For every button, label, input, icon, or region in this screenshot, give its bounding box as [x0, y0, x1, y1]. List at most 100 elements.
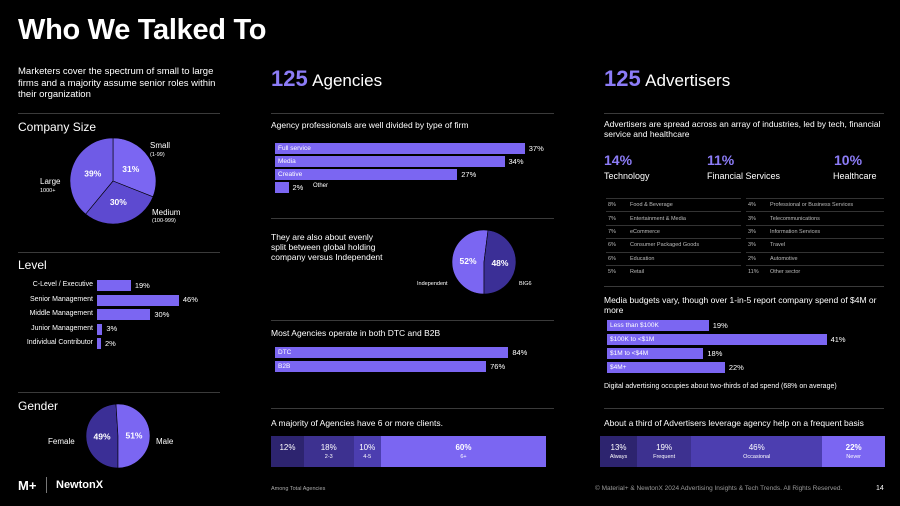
company-size-slice — [70, 138, 114, 215]
table-cell: Education — [628, 251, 741, 266]
table-cell: eCommerce — [628, 224, 741, 239]
table-cell: 8% — [606, 197, 628, 212]
gender-heading: Gender — [18, 399, 59, 413]
budget-category-label: $100K to <$1M — [610, 336, 655, 343]
table-row: 7% Entertainment & Media — [606, 211, 741, 226]
table-cell: Automotive — [768, 251, 884, 266]
clients-category-label: 2-3 — [324, 454, 333, 460]
company-size-heading: Company Size — [18, 120, 97, 134]
budget-bar: $100K to <$1M — [607, 334, 827, 345]
dtc-category-label: B2B — [278, 363, 291, 370]
newtonx-logo: NewtonX — [56, 479, 104, 491]
company-size-slice — [112, 138, 156, 198]
table-row: 2% Automotive — [746, 251, 884, 266]
clients-segment: 60% 6+ — [381, 436, 546, 467]
table-cell: 3% — [746, 211, 768, 226]
clients-segment: 18% 2-3 — [304, 436, 354, 467]
table-row: 5% Retail — [606, 264, 741, 279]
frequency-heading: About a third of Advertisers leverage ag… — [604, 418, 864, 428]
top-industry-1-name: Technology — [604, 171, 650, 181]
budget-bar: Less than $100K — [607, 320, 709, 331]
clients-category-label: 4-5 — [363, 454, 372, 460]
gender-slice — [86, 404, 119, 468]
budget-heading: Media budgets vary, though over 1-in-5 r… — [604, 295, 877, 315]
small-sub: (1-99) — [150, 152, 165, 158]
frequency-category-label: Always — [609, 454, 628, 460]
table-row: 6% Education — [606, 251, 741, 266]
agencies-header: 125 Agencies — [271, 66, 382, 92]
agency-type-bar: Media — [275, 156, 505, 167]
female-label: Female — [48, 437, 75, 446]
level-value-label: 2% — [105, 338, 116, 348]
large-label: Large — [40, 177, 61, 186]
frequency-category-label: Never — [846, 454, 861, 460]
divider — [604, 408, 884, 409]
level-value-label: 3% — [106, 324, 118, 333]
industry-table-left: 8% Food & Beverage 7% Entertainment & Medi… — [606, 197, 741, 279]
agency-type-bar: Creative — [275, 169, 458, 180]
large-sub: 1000+ — [40, 188, 56, 194]
table-cell: 4% — [746, 197, 768, 212]
medium-sub: (100-999) — [152, 218, 176, 224]
table-cell: 6% — [606, 238, 628, 253]
agency-type-category-label: Creative — [278, 171, 303, 178]
small-label: Small — [150, 141, 171, 150]
table-row: 6% Consumer Packaged Goods — [606, 238, 741, 253]
table-row: 4% Professional or Business Services — [746, 197, 884, 212]
clients-value-label: 12% — [279, 443, 296, 452]
top-industry-3-name: Healthcare — [833, 171, 877, 181]
divider — [18, 392, 220, 393]
budget-bar: $4M+ — [607, 362, 725, 373]
agency-type-bar — [275, 182, 289, 193]
table-cell: Entertainment & Media — [628, 211, 741, 226]
medium-label: Medium — [152, 208, 181, 217]
dtc-bar: B2B — [275, 361, 487, 372]
top-industry-1-pct: 14% — [604, 152, 633, 168]
agency-type-value-label: 37% — [528, 143, 544, 153]
table-cell: Consumer Packaged Goods — [628, 238, 741, 253]
frequency-category-label: Frequent — [653, 454, 676, 460]
copyright: © Material+ & NewtonX 2024 Advertising I… — [595, 485, 843, 492]
level-category-label: Middle Management — [29, 310, 93, 317]
level-value-label: 46% — [182, 295, 198, 304]
company-size-label: 39% — [84, 169, 101, 179]
agency-type-value-label: 34% — [508, 156, 524, 166]
table-row: 8% Food & Beverage — [606, 197, 741, 212]
divider — [604, 113, 884, 114]
agencies-footnote: Among Total Agencies — [271, 486, 326, 492]
level-bar — [97, 309, 151, 320]
clients-segment: 10% 4-5 — [353, 436, 381, 467]
table-cell: 7% — [606, 224, 628, 239]
budget-value-label: 19% — [712, 320, 728, 330]
agency-type-category-label: Media — [278, 158, 296, 165]
divider — [271, 218, 554, 219]
table-cell: 7% — [606, 211, 628, 226]
agencies-label: Agencies — [312, 71, 383, 90]
frequency-segment: 13% Always — [600, 436, 638, 467]
agency-type-bar: Full service — [275, 143, 525, 154]
agency-type-value-label: 27% — [461, 169, 477, 179]
top-industry-2-name: Financial Services — [707, 171, 781, 181]
level-category-label: Individual Contributor — [26, 339, 93, 346]
advertisers-count: 125 — [604, 66, 641, 91]
table-cell: Food & Beverage — [628, 197, 741, 212]
gender-label: 49% — [94, 432, 111, 442]
divider — [18, 252, 220, 253]
material-logo: M+ — [18, 478, 37, 493]
page-number: 14 — [876, 485, 884, 492]
clients-heading: A majority of Agencies have 6 or more cl… — [271, 418, 443, 428]
top-industry-3-pct: 10% — [834, 152, 863, 168]
table-cell: 3% — [746, 238, 768, 253]
table-cell: Professional or Business Services — [768, 197, 884, 212]
table-row: 3% Telecommunications — [746, 211, 884, 226]
level-value-label: 19% — [134, 280, 150, 290]
dtc-category-label: DTC — [278, 349, 292, 356]
agency-type-heading: Agency professionals are well divided by… — [271, 120, 469, 130]
agency-type-value-label: 2% — [292, 182, 304, 192]
level-category-label: C-Level / Executive — [32, 281, 93, 288]
frequency-segment: 22% Never — [822, 436, 885, 467]
clients-value-label: 18% — [320, 443, 337, 452]
holding-slice — [452, 230, 489, 294]
advertisers-label: Advertisers — [645, 71, 731, 90]
company-size-label: 30% — [110, 197, 127, 207]
